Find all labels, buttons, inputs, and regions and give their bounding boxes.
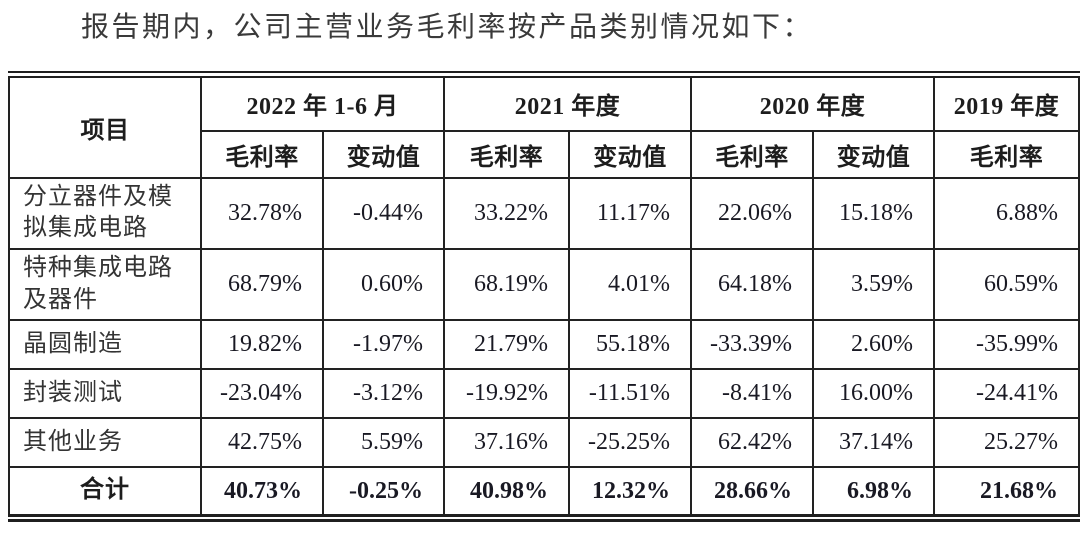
value-cell: 68.19% (443, 247, 570, 322)
item-cell: 特种集成电路及器件 (8, 247, 202, 322)
value-cell: -1.97% (322, 319, 445, 371)
value-cell: 25.27% (933, 417, 1080, 469)
total-value-cell: 40.98% (443, 466, 570, 520)
value-cell: 55.18% (568, 319, 692, 371)
table-row: 封装测试 -23.04% -3.12% -19.92% -11.51% -8.4… (8, 368, 1080, 420)
table-row: 分立器件及模拟集成电路 32.78% -0.44% 33.22% 11.17% … (8, 176, 1080, 250)
value-cell: 0.60% (322, 247, 445, 322)
header-metric-row: 毛利率 变动值 毛利率 变动值 毛利率 变动值 毛利率 (9, 129, 1080, 179)
value-cell: 62.42% (690, 417, 814, 469)
value-cell: -25.25% (568, 417, 692, 469)
period-header-2021: 2021 年度 (443, 73, 692, 132)
value-cell: 19.82% (200, 319, 324, 371)
total-row: 合计 40.73% -0.25% 40.98% 12.32% 28.66% 6.… (8, 466, 1080, 520)
value-cell: 68.79% (200, 247, 324, 322)
total-label-cell: 合计 (8, 466, 202, 520)
value-cell: 60.59% (933, 247, 1080, 322)
value-cell: -24.41% (933, 368, 1080, 420)
table-row: 其他业务 42.75% 5.59% 37.16% -25.25% 62.42% … (8, 417, 1080, 469)
value-cell: 32.78% (200, 176, 324, 250)
period-header-2020: 2020 年度 (690, 73, 935, 132)
value-cell: 6.88% (933, 176, 1080, 250)
value-cell: 3.59% (812, 247, 935, 322)
table-body: 分立器件及模拟集成电路 32.78% -0.44% 33.22% 11.17% … (8, 176, 1080, 520)
value-cell: -0.44% (322, 176, 445, 250)
value-cell: 42.75% (200, 417, 324, 469)
table-row: 特种集成电路及器件 68.79% 0.60% 68.19% 4.01% 64.1… (8, 247, 1080, 322)
total-value-cell: 12.32% (568, 466, 692, 520)
subheader-2019-margin: 毛利率 (933, 129, 1080, 179)
subheader-2022-margin: 毛利率 (200, 129, 324, 179)
intro-text: 报告期内，公司主营业务毛利率按产品类别情况如下： (81, 12, 814, 43)
value-cell: -35.99% (933, 319, 1080, 371)
total-value-cell: 28.66% (690, 466, 814, 520)
item-cell: 晶圆制造 (8, 319, 202, 371)
total-value-cell: 6.98% (812, 466, 935, 520)
value-cell: -11.51% (568, 368, 692, 420)
item-column-header: 项目 (8, 73, 202, 179)
value-cell: 21.79% (443, 319, 570, 371)
period-header-2022: 2022 年 1-6 月 (200, 73, 445, 132)
value-cell: 15.18% (812, 176, 935, 250)
subheader-2021-margin: 毛利率 (443, 129, 570, 179)
total-value-cell: 21.68% (933, 466, 1080, 520)
period-header-2019: 2019 年度 (933, 73, 1080, 132)
value-cell: -8.41% (690, 368, 814, 420)
subheader-2021-change: 变动值 (568, 129, 692, 179)
item-cell: 封装测试 (8, 368, 202, 420)
total-value-cell: -0.25% (322, 466, 445, 520)
value-cell: -19.92% (443, 368, 570, 420)
table-row: 晶圆制造 19.82% -1.97% 21.79% 55.18% -33.39%… (8, 319, 1080, 371)
value-cell: -3.12% (322, 368, 445, 420)
header-period-row: 项目 2022 年 1-6 月 2021 年度 2020 年度 2019 年度 (8, 73, 1080, 179)
value-cell: 4.01% (568, 247, 692, 322)
table-header: 项目 2022 年 1-6 月 2021 年度 2020 年度 2019 年度 … (8, 73, 1080, 179)
total-value-cell: 40.73% (200, 466, 324, 520)
value-cell: 11.17% (568, 176, 692, 250)
subheader-2020-margin: 毛利率 (690, 129, 814, 179)
item-cell: 分立器件及模拟集成电路 (8, 176, 202, 250)
value-cell: 37.14% (812, 417, 935, 469)
value-cell: 2.60% (812, 319, 935, 371)
value-cell: 37.16% (443, 417, 570, 469)
value-cell: 22.06% (690, 176, 814, 250)
value-cell: 5.59% (322, 417, 445, 469)
subheader-2020-change: 变动值 (812, 129, 935, 179)
item-cell: 其他业务 (8, 417, 202, 469)
subheader-2022-change: 变动值 (322, 129, 445, 179)
value-cell: 64.18% (690, 247, 814, 322)
value-cell: 33.22% (443, 176, 570, 250)
value-cell: -23.04% (200, 368, 324, 420)
value-cell: 16.00% (812, 368, 935, 420)
gross-margin-by-product-table: 项目 2022 年 1-6 月 2021 年度 2020 年度 2019 年度 … (8, 71, 1080, 523)
value-cell: -33.39% (690, 319, 814, 371)
